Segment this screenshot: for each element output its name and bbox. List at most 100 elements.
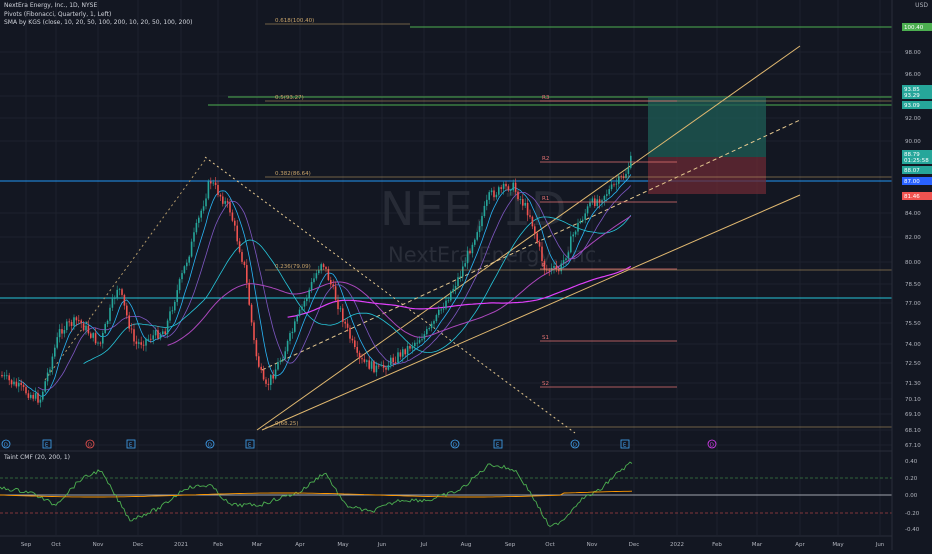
candle-body — [162, 331, 164, 335]
time-tick-label: Sep — [505, 542, 516, 548]
candle-body — [272, 375, 274, 379]
candle-body — [231, 212, 234, 221]
event-marker-label: D — [4, 443, 8, 449]
event-marker-label: E — [129, 443, 132, 449]
event-marker-label: E — [248, 443, 251, 449]
event-marker-label: E — [623, 443, 626, 449]
candle-body — [454, 285, 457, 289]
time-tick-label: 2022 — [670, 542, 684, 548]
candle-body — [128, 315, 130, 329]
time-tick-label: Jun — [875, 542, 885, 548]
candle-body — [526, 202, 529, 216]
candle-body — [226, 201, 229, 203]
candle-body — [15, 381, 18, 387]
price-tag-label: 93.29 — [904, 93, 920, 99]
channel-line — [261, 194, 801, 431]
candle-body — [255, 340, 258, 357]
candle-body — [164, 331, 166, 334]
time-tick-label: Aug — [461, 542, 472, 548]
candle-body — [478, 226, 481, 233]
candle-body — [334, 286, 337, 300]
candle-body — [183, 266, 186, 274]
candle-body — [152, 335, 154, 340]
candle-body — [426, 329, 428, 335]
candle-body — [61, 329, 63, 334]
sma-legend[interactable]: SMA by KGS (close, 10, 20, 50, 100, 200,… — [4, 19, 193, 26]
candle-body — [392, 357, 394, 363]
candle-body — [493, 190, 495, 198]
pivot-label: R3 — [542, 95, 550, 101]
candle-body — [10, 380, 13, 385]
candle-body — [243, 261, 246, 266]
candle-body — [246, 265, 248, 283]
indicator-legend[interactable]: Taint CMF (20, 200, 1) — [4, 454, 71, 461]
pivot-label: S2 — [542, 381, 549, 387]
trend-line — [44, 159, 206, 381]
sma-10-line — [18, 174, 632, 397]
pivot-label: S1 — [542, 335, 549, 341]
time-tick-label: Nov — [587, 542, 598, 548]
candle-body — [222, 196, 224, 204]
sma-200-line — [287, 265, 632, 318]
candle-body — [418, 340, 421, 343]
candle-body — [534, 226, 536, 234]
candle-body — [42, 391, 44, 400]
candle-body — [562, 260, 565, 264]
candle-body — [510, 190, 512, 192]
candle-body — [387, 364, 390, 370]
time-tick-label: Jul — [420, 542, 428, 548]
candle-body — [133, 329, 135, 342]
price-tag-label: 93.85 — [904, 87, 920, 93]
candle-body — [586, 206, 589, 214]
candle-body — [140, 342, 142, 345]
candle-body — [284, 351, 286, 359]
candle-body — [584, 213, 586, 220]
candle-body — [519, 199, 522, 200]
candle-body — [27, 393, 30, 398]
candle-body — [22, 384, 25, 388]
candle-body — [363, 359, 366, 362]
price-tag — [902, 192, 932, 200]
price-tick-label: 90.00 — [905, 139, 921, 145]
candle-body — [512, 182, 514, 191]
pivots-legend[interactable]: Pivots (Fibonacci, Quarterly, 1, Left) — [4, 11, 112, 18]
candle-body — [253, 322, 255, 341]
candle-body — [178, 279, 181, 291]
candle-body — [39, 399, 42, 403]
candle-body — [87, 325, 90, 334]
event-marker-label: D — [573, 443, 577, 449]
candle-body — [613, 184, 615, 186]
candle-body — [277, 362, 279, 370]
sma-20-line — [37, 185, 632, 391]
candle-body — [606, 194, 608, 196]
candle-body — [322, 264, 325, 268]
candle-body — [282, 358, 284, 361]
candle-body — [397, 352, 399, 363]
candle-body — [524, 202, 526, 206]
candle-body — [58, 329, 61, 338]
fib-level-label: 0(68.25) — [275, 421, 299, 427]
candle-body — [248, 282, 250, 305]
chart-title[interactable]: NextEra Energy, Inc., 1D, NYSE — [4, 2, 98, 9]
candle-body — [339, 308, 342, 310]
candle-body — [75, 317, 78, 321]
candle-body — [538, 242, 541, 247]
candle-body — [200, 210, 202, 218]
price-tick-label: 70.10 — [905, 397, 921, 403]
candle-body — [414, 342, 416, 347]
price-tag-label: 01:25:58 — [904, 158, 929, 164]
candle-body — [486, 199, 488, 206]
candle-body — [8, 375, 10, 381]
candle-body — [51, 356, 54, 370]
price-tag-label: 88.07 — [904, 168, 920, 174]
candle-body — [428, 328, 430, 330]
candle-body — [596, 199, 598, 207]
candle-body — [430, 323, 433, 329]
price-tag — [902, 156, 932, 164]
candle-body — [447, 300, 450, 302]
time-tick-label: Apr — [795, 542, 805, 548]
channel-line — [256, 45, 801, 431]
candle-body — [73, 317, 75, 326]
